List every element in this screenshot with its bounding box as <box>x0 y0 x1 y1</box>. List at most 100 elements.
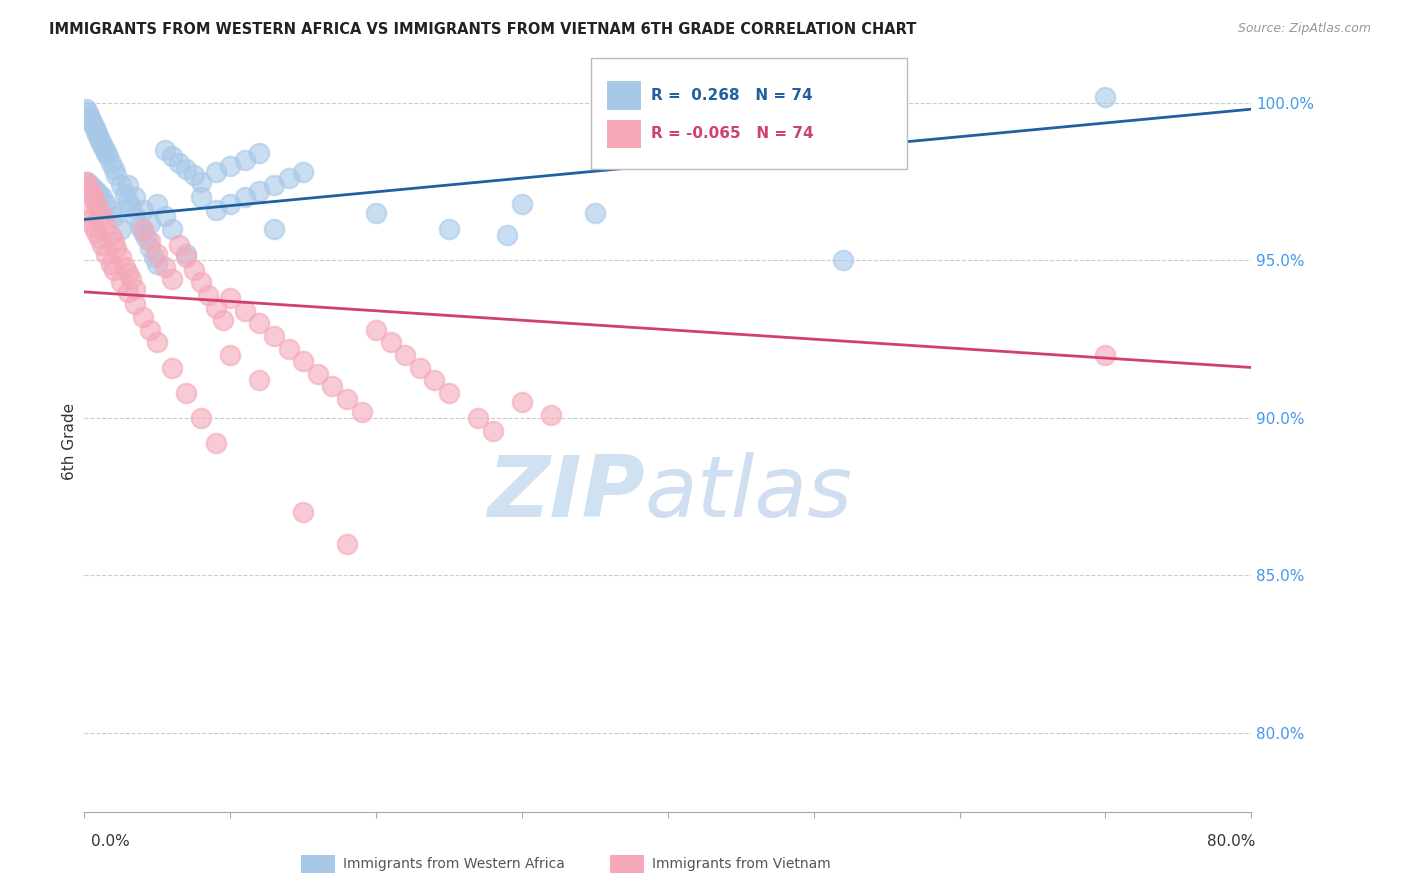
Point <box>219 159 242 173</box>
Point <box>91 140 114 154</box>
Text: 80.0%: 80.0% <box>1208 834 1256 848</box>
Point <box>84 196 107 211</box>
Point <box>409 360 432 375</box>
Point <box>97 149 120 163</box>
Point <box>79 178 101 192</box>
Point <box>540 408 562 422</box>
Point <box>583 206 606 220</box>
Point <box>124 209 146 223</box>
Point <box>1094 348 1116 362</box>
Point <box>77 181 100 195</box>
Point <box>96 196 118 211</box>
Point <box>350 404 373 418</box>
Point <box>79 184 101 198</box>
Point <box>82 181 104 195</box>
Point <box>247 373 270 387</box>
Point <box>114 187 136 202</box>
Point <box>105 169 128 183</box>
Point <box>832 253 855 268</box>
Point <box>176 385 198 400</box>
Point <box>82 118 104 132</box>
Point <box>86 128 108 142</box>
Point <box>103 263 125 277</box>
Point <box>87 187 110 202</box>
Point <box>510 196 533 211</box>
Point <box>277 342 299 356</box>
Y-axis label: 6th Grade: 6th Grade <box>62 403 77 480</box>
Point <box>190 276 212 290</box>
Point <box>321 379 343 393</box>
Point <box>120 200 142 214</box>
Point <box>96 247 118 261</box>
Point <box>190 190 212 204</box>
Point <box>75 175 97 189</box>
Point <box>82 219 104 233</box>
Point <box>247 146 270 161</box>
Point <box>84 225 107 239</box>
Point <box>167 237 190 252</box>
Point <box>263 178 285 192</box>
Text: Immigrants from Western Africa: Immigrants from Western Africa <box>343 857 565 871</box>
Point <box>160 149 183 163</box>
Point <box>146 247 169 261</box>
Point <box>394 348 416 362</box>
Point <box>204 436 226 450</box>
Point <box>212 313 235 327</box>
Point <box>90 237 112 252</box>
Point <box>146 256 169 270</box>
Point <box>100 256 122 270</box>
Point <box>139 216 162 230</box>
Point <box>160 360 183 375</box>
Point <box>467 411 489 425</box>
Point <box>135 231 157 245</box>
Point <box>87 202 110 217</box>
Point <box>160 222 183 236</box>
Point <box>117 285 139 299</box>
Point <box>423 373 446 387</box>
Point <box>380 335 402 350</box>
Text: R = -0.065   N = 74: R = -0.065 N = 74 <box>651 127 814 141</box>
Point <box>233 190 256 204</box>
Point <box>336 537 359 551</box>
Point <box>143 250 166 264</box>
Point <box>80 187 103 202</box>
Point <box>204 165 226 179</box>
Point <box>90 190 112 204</box>
Text: ZIP: ZIP <box>486 452 644 535</box>
Text: 0.0%: 0.0% <box>91 834 131 848</box>
Point <box>167 155 190 169</box>
Point <box>124 297 146 311</box>
Point <box>366 206 388 220</box>
Point <box>1094 89 1116 103</box>
Point <box>83 121 105 136</box>
Point <box>204 301 226 315</box>
Point <box>82 190 104 204</box>
Point <box>77 108 100 122</box>
Point <box>139 241 162 255</box>
Point <box>233 303 256 318</box>
Point <box>437 385 460 400</box>
Point <box>84 124 107 138</box>
Point <box>124 282 146 296</box>
Point <box>307 367 329 381</box>
Point <box>277 171 299 186</box>
Point <box>183 263 205 277</box>
Point <box>190 411 212 425</box>
Point <box>76 105 98 120</box>
Point <box>90 136 112 151</box>
Point <box>292 165 315 179</box>
Point <box>146 196 169 211</box>
Point <box>76 178 98 192</box>
Point <box>437 222 460 236</box>
Point <box>84 184 107 198</box>
Point <box>146 335 169 350</box>
Point <box>132 310 155 324</box>
Point <box>96 146 118 161</box>
Point <box>100 202 122 217</box>
Point <box>124 190 146 204</box>
Point <box>219 291 242 305</box>
Point <box>76 206 98 220</box>
Point <box>190 175 212 189</box>
Point <box>128 219 150 233</box>
Point <box>79 112 101 126</box>
